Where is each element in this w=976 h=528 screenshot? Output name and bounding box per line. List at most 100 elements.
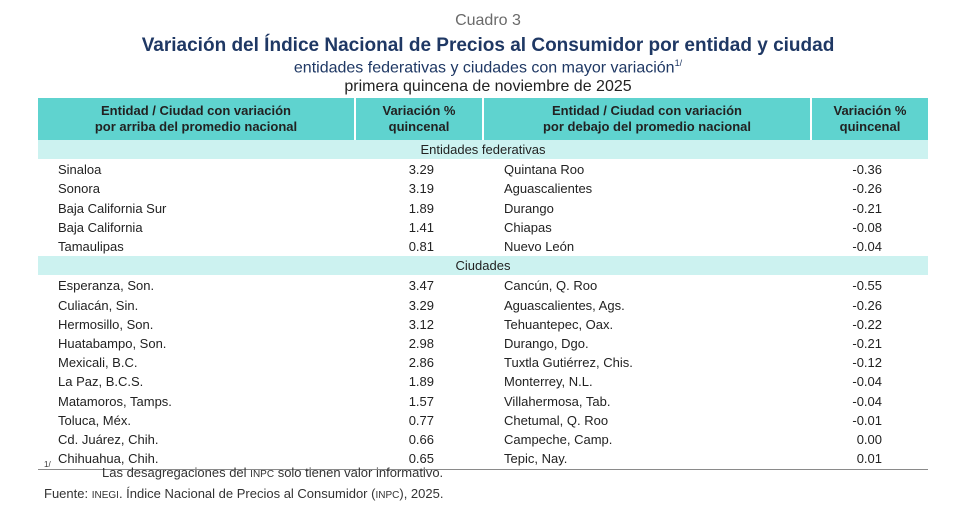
table-row: Chihuahua, Chih. 0.65 Tepic, Nay. 0.01	[38, 449, 928, 468]
table-row: Hermosillo, Son. 3.12 Tehuantepec, Oax. -0.…	[38, 315, 928, 334]
row-below-name: Tuxtla Gutiérrez, Chis.	[504, 355, 633, 371]
table-bottom-rule	[38, 469, 928, 471]
row-above-value: 1.89	[408, 200, 434, 216]
row-above-value: 3.29	[408, 297, 434, 313]
row-below-name: Nuevo León	[504, 239, 575, 254]
row-below-value: -0.26	[852, 297, 882, 313]
row-above-value: 0.66	[408, 432, 434, 447]
row-below-value: 0.00	[856, 432, 882, 447]
header-divider	[810, 98, 812, 140]
row-below-name: Chetumal, Q. Roo	[504, 412, 609, 428]
row-below-value: 0.01	[856, 451, 882, 467]
table-row: Sinaloa 3.29 Quintana Roo -0.36	[38, 160, 928, 179]
row-below-value: -0.04	[852, 374, 882, 390]
header-above-label: Entidad / Ciudad con variación por arrib…	[94, 103, 298, 134]
table-title: Variación del Índice Nacional de Precios…	[141, 35, 835, 56]
subtitle-text: entidades federativas y ciudades con may…	[293, 59, 675, 77]
row-above-name: Sonora	[58, 181, 100, 197]
table-row: Mexicali, B.C. 2.86 Tuxtla Gutiérrez, Chis…	[38, 353, 928, 372]
row-above-name: Hermosillo, Son.	[58, 316, 154, 332]
header-above-value: Variación % quincenal	[382, 103, 456, 134]
row-below-name: Aguascalientes	[504, 181, 593, 197]
footnote-abbr: INPC	[250, 469, 275, 480]
row-below-value: -0.26	[852, 181, 882, 197]
source-middle: . Índice Nacional de Precios al Consumid…	[118, 486, 376, 501]
table-row: Toluca, Méx. 0.77 Chetumal, Q. Roo -0.01	[38, 411, 928, 430]
row-below-name: Tehuantepec, Oax.	[504, 316, 614, 332]
row-above-name: Toluca, Méx.	[58, 412, 131, 428]
source-note: Fuente: INEGI. Índice Nacional de Precio…	[44, 486, 443, 501]
row-below-name: Tepic, Nay.	[504, 451, 568, 467]
row-above-name: Culiacán, Sin.	[58, 297, 139, 313]
row-below-name: Monterrey, N.L.	[504, 374, 593, 390]
row-above-name: Huatabampo, Son.	[58, 336, 167, 351]
row-below-name: Chiapas	[504, 219, 552, 235]
row-below-name: Villahermosa, Tab.	[504, 393, 611, 409]
table-subtitle: entidades federativas y ciudades con may…	[0, 58, 976, 77]
footnote-text-before: Las desagregaciones del	[102, 465, 251, 480]
row-below-name: Campeche, Camp.	[504, 432, 613, 447]
row-above-name: Matamoros, Tamps.	[58, 393, 172, 409]
section-header: Entidades federativas	[38, 140, 928, 159]
row-above-value: 3.12	[408, 316, 434, 332]
row-below-name: Quintana Roo	[504, 162, 585, 178]
row-above-value: 3.47	[408, 278, 434, 294]
row-above-value: 3.19	[408, 181, 434, 197]
row-below-value: -0.12	[852, 355, 882, 371]
row-above-value: 2.86	[408, 355, 434, 371]
source-after: ), 2025.	[399, 486, 444, 501]
row-below-name: Durango, Dgo.	[504, 336, 589, 351]
row-above-name: Baja California	[58, 219, 143, 235]
table-row: Culiacán, Sin. 3.29 Aguascalientes, Ags. -0…	[38, 296, 928, 315]
header-below-value: Variación % quincenal	[833, 103, 907, 134]
row-below-name: Durango	[504, 200, 554, 216]
row-above-name: Chihuahua, Chih.	[58, 451, 159, 467]
table-row: Baja California 1.41 Chiapas -0.08	[38, 218, 928, 237]
table-row: Matamoros, Tamps. 1.57 Villahermosa, Tab. -…	[38, 392, 928, 411]
row-above-value: 2.98	[408, 336, 434, 351]
cuadro-label: Cuadro 3	[455, 12, 521, 29]
table-row: Esperanza, Son. 3.47 Cancún, Q. Roo -0.55	[38, 276, 928, 295]
table-row: Huatabampo, Son. 2.98 Durango, Dgo. -0.21	[38, 334, 928, 353]
header-divider	[482, 98, 484, 140]
row-below-name: Cancún, Q. Roo	[504, 278, 598, 294]
row-above-name: Cd. Juárez, Chih.	[58, 432, 159, 447]
row-above-value: 3.29	[408, 162, 434, 178]
row-above-value: 1.57	[408, 393, 434, 409]
footnote-mark: 1/	[44, 460, 51, 469]
source-before: Fuente:	[44, 486, 92, 501]
header-below-label: Entidad / Ciudad con variación por debaj…	[542, 103, 752, 134]
table-row: La Paz, B.C.S. 1.89 Monterrey, N.L. -0.04	[38, 372, 928, 391]
header-divider	[354, 98, 356, 140]
section-header: Ciudades	[38, 256, 928, 276]
row-above-value: 1.41	[408, 219, 434, 235]
row-above-value: 0.65	[408, 451, 434, 467]
row-above-value: 0.81	[408, 239, 434, 254]
row-below-value: -0.21	[852, 200, 882, 216]
row-above-value: 1.89	[408, 374, 434, 390]
row-above-name: Tamaulipas	[58, 239, 124, 254]
row-below-value: -0.04	[852, 393, 882, 409]
row-below-value: -0.08	[852, 219, 882, 235]
footnote: 1/ Las desagregaciones del INPC solo tie…	[44, 460, 443, 480]
row-above-name: Mexicali, B.C.	[58, 355, 138, 371]
row-below-name: Aguascalientes, Ags.	[504, 297, 625, 313]
table-row: Tamaulipas 0.81 Nuevo León -0.04	[38, 237, 928, 256]
footnote-text-after: solo tienen valor informativo.	[274, 465, 444, 480]
row-below-value: -0.01	[852, 412, 882, 428]
source-org: INEGI	[91, 490, 119, 501]
table-row: Sonora 3.19 Aguascalientes -0.26	[38, 179, 928, 198]
row-below-value: -0.04	[852, 239, 882, 254]
row-above-name: Sinaloa	[58, 162, 102, 178]
table-row: Cd. Juárez, Chih. 0.66 Campeche, Camp. 0.00	[38, 430, 928, 449]
subtitle-note-mark: 1/	[674, 58, 683, 68]
row-above-name: La Paz, B.C.S.	[58, 374, 144, 390]
row-below-value: -0.36	[852, 162, 882, 178]
row-below-value: -0.22	[852, 316, 882, 332]
source-abbr: INPC	[375, 490, 400, 501]
row-above-value: 0.77	[408, 412, 434, 428]
row-below-value: -0.21	[852, 336, 882, 351]
row-above-name: Esperanza, Son.	[58, 278, 155, 294]
table-period: primera quincena de noviembre de 2025	[344, 78, 632, 95]
table-row: Baja California Sur 1.89 Durango -0.21	[38, 199, 928, 218]
